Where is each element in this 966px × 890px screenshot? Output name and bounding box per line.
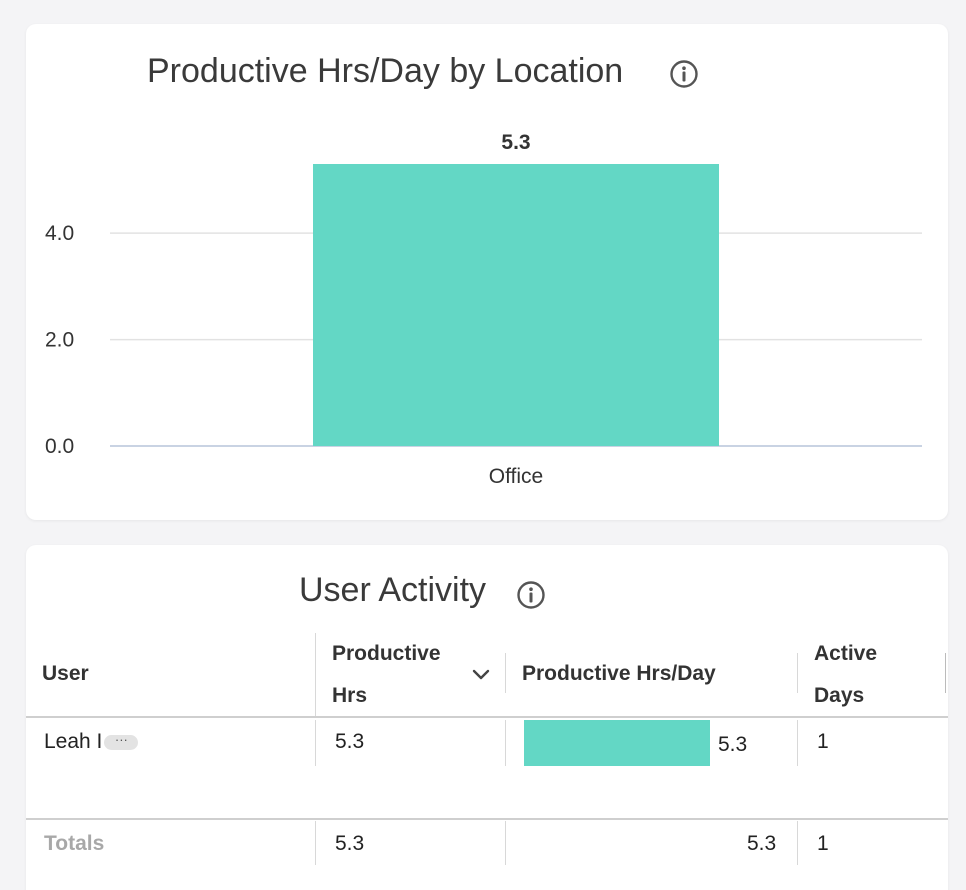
user-name: Leah I: [44, 730, 103, 753]
column-header-productive-hrs[interactable]: Productive Hrs: [332, 633, 441, 717]
column-separator[interactable]: [797, 653, 798, 693]
column-header-active-days[interactable]: Active Days: [814, 633, 877, 717]
column-separator[interactable]: [945, 653, 946, 693]
column-separator[interactable]: [505, 653, 506, 693]
bar-chart: 0.0 2.0 4.0 5.3 Office: [45, 131, 922, 488]
bar-office[interactable]: [313, 164, 719, 446]
column-separator: [797, 720, 798, 766]
y-tick-label: 0.0: [45, 435, 74, 458]
column-separator: [797, 821, 798, 865]
active-days-cell: 1: [817, 730, 829, 753]
productive-hrs-chart-card: Productive Hrs/Day by Location 0.0 2.0 4.0…: [26, 24, 948, 520]
y-tick-label: 2.0: [45, 329, 74, 352]
totals-divider: [26, 818, 948, 820]
chevron-down-icon[interactable]: [471, 664, 491, 684]
info-icon[interactable]: [516, 580, 546, 610]
column-header-user[interactable]: User: [42, 662, 89, 685]
info-icon[interactable]: [669, 59, 699, 89]
column-header-productive-hrs-line1: Productive: [332, 642, 441, 665]
column-separator[interactable]: [315, 633, 316, 717]
productive-hrs-day-cell: 5.3: [718, 733, 748, 756]
x-tick-label: Office: [489, 465, 543, 488]
productive-hrs-cell: 5.3: [335, 730, 365, 753]
totals-active-days: 1: [817, 832, 829, 855]
productive-hrs-day-bar: [524, 720, 710, 766]
totals-productive-hrs-day: 5.3: [747, 832, 777, 855]
user-cell[interactable]: Leah I ···: [44, 730, 139, 754]
chart-title: Productive Hrs/Day by Location: [147, 52, 624, 90]
column-header-productive-hrs-day[interactable]: Productive Hrs/Day: [522, 662, 716, 685]
column-separator: [315, 720, 316, 766]
totals-productive-hrs: 5.3: [335, 832, 365, 855]
table-title: User Activity: [299, 571, 487, 609]
column-header-productive-hrs-line2: Hrs: [332, 684, 368, 707]
data-label: 5.3: [501, 131, 530, 154]
user-activity-card: User Activity User Productive Hrs Produc…: [26, 545, 948, 890]
column-header-active-days-line1: Active: [814, 642, 878, 665]
more-icon[interactable]: ···: [104, 733, 139, 750]
y-tick-label: 4.0: [45, 222, 74, 245]
header-divider: [26, 716, 948, 718]
column-separator: [505, 720, 506, 766]
totals-label: Totals: [44, 832, 105, 855]
column-header-active-days-line2: Days: [814, 684, 865, 707]
column-separator: [315, 821, 316, 865]
column-separator: [505, 821, 506, 865]
